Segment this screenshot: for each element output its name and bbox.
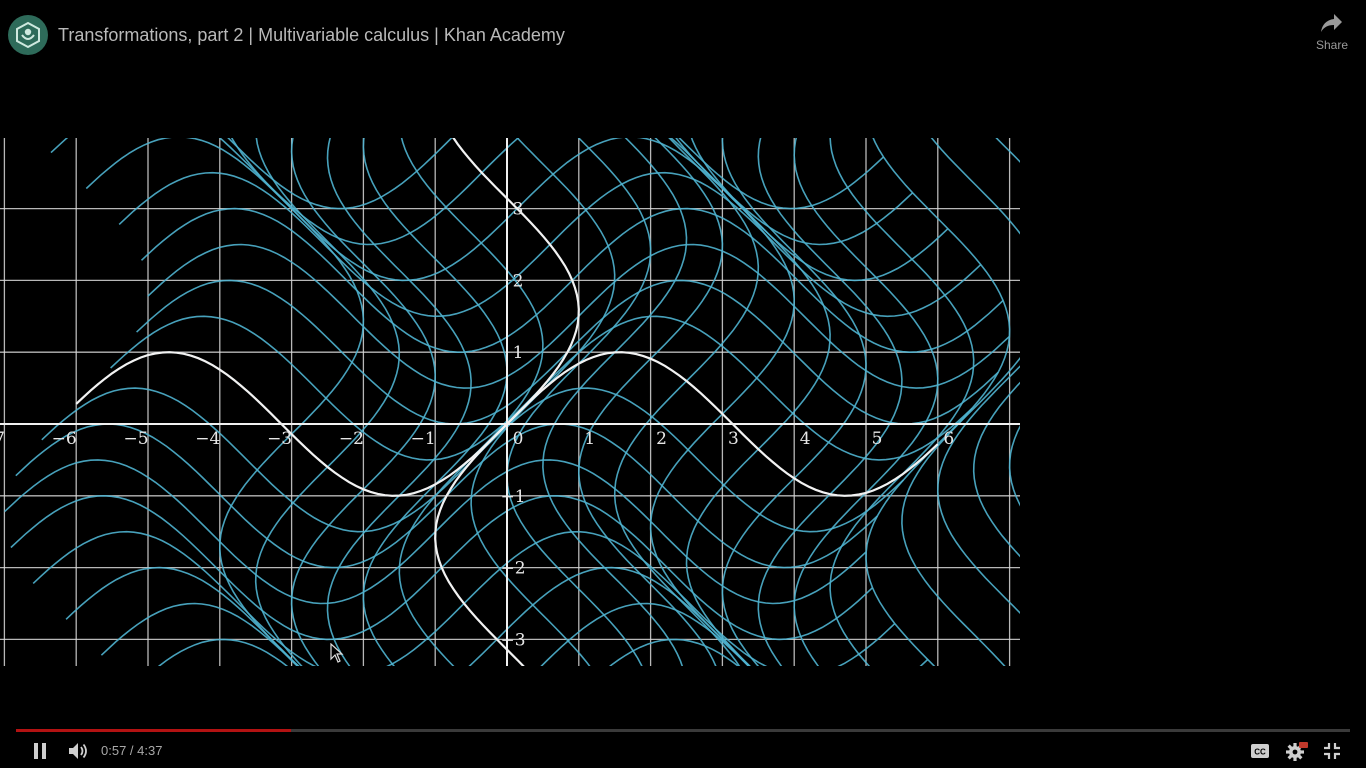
x-tick-label: 4 bbox=[800, 429, 811, 449]
volume-button[interactable] bbox=[66, 738, 92, 764]
current-time: 0:57 bbox=[101, 743, 126, 758]
x-tick-label: −6 bbox=[52, 429, 77, 449]
x-tick-label: −3 bbox=[267, 429, 292, 449]
y-tick-label: 3 bbox=[513, 200, 524, 220]
share-label: Share bbox=[1316, 38, 1348, 52]
hd-badge bbox=[1299, 742, 1308, 748]
grid-transformation-animation: −7 −6 −5 −4 −3 −2 −1 0 1 2 3 4 5 6 3 2 1 −1 −2 −3 bbox=[0, 138, 1020, 666]
play-pause-button[interactable] bbox=[28, 738, 52, 764]
volume-icon bbox=[68, 742, 90, 760]
progress-played bbox=[16, 729, 291, 732]
x-tick-label: 3 bbox=[728, 429, 739, 449]
y-tick-label: 1 bbox=[513, 343, 524, 363]
svg-text:CC: CC bbox=[1254, 748, 1266, 757]
x-tick-label: 5 bbox=[872, 429, 883, 449]
transformed-line bbox=[830, 138, 974, 666]
exit-fullscreen-button[interactable] bbox=[1320, 738, 1344, 764]
x-tick-label: 6 bbox=[943, 429, 954, 449]
gear-icon bbox=[1286, 741, 1308, 761]
video-frame[interactable]: −7 −6 −5 −4 −3 −2 −1 0 1 2 3 4 5 6 3 2 1 −1 −2 −3 bbox=[0, 138, 1020, 666]
share-button[interactable]: Share bbox=[1312, 12, 1352, 62]
transformed-line bbox=[938, 138, 1020, 666]
transformed-line bbox=[22, 138, 884, 209]
progress-bar[interactable] bbox=[16, 729, 1350, 732]
time-display: 0:57 / 4:37 bbox=[101, 743, 162, 758]
x-tick-label: −7 bbox=[0, 429, 5, 449]
y-tick-label: −2 bbox=[500, 559, 525, 579]
coordinate-grid bbox=[0, 138, 1020, 666]
time-separator: / bbox=[126, 743, 137, 758]
x-tick-label: −5 bbox=[123, 429, 148, 449]
x-tick-label: −2 bbox=[339, 429, 364, 449]
exit-fullscreen-icon bbox=[1323, 742, 1341, 760]
transformed-line bbox=[328, 138, 472, 666]
khan-academy-logo[interactable] bbox=[8, 15, 48, 55]
y-tick-label: −1 bbox=[500, 487, 525, 507]
transformed-line bbox=[1010, 138, 1020, 666]
share-arrow-icon bbox=[1320, 12, 1344, 34]
axes bbox=[0, 138, 1020, 666]
settings-button[interactable] bbox=[1284, 738, 1310, 764]
transformed-line bbox=[101, 604, 963, 667]
cc-icon: CC bbox=[1250, 743, 1270, 759]
transformed-line bbox=[256, 138, 400, 666]
x-tick-label: 1 bbox=[584, 429, 595, 449]
video-title[interactable]: Transformations, part 2 | Multivariable … bbox=[58, 25, 565, 46]
top-bar: Transformations, part 2 | Multivariable … bbox=[0, 0, 1366, 72]
y-tick-label: −3 bbox=[500, 630, 525, 650]
player-controls: 0:57 / 4:37 CC bbox=[0, 734, 1366, 768]
x-tick-label: −4 bbox=[195, 429, 220, 449]
transformed-line bbox=[687, 138, 831, 666]
duration: 4:37 bbox=[137, 743, 162, 758]
y-tick-label: 2 bbox=[513, 271, 524, 291]
x-tick-label: −1 bbox=[411, 429, 436, 449]
transformed-line bbox=[33, 532, 895, 666]
pause-icon bbox=[32, 742, 48, 760]
x-tick-label: 2 bbox=[656, 429, 667, 449]
transformed-line bbox=[131, 639, 993, 666]
captions-button[interactable]: CC bbox=[1248, 738, 1272, 764]
mouse-pointer-icon bbox=[330, 643, 344, 663]
x-tick-label: 0 bbox=[513, 429, 524, 449]
